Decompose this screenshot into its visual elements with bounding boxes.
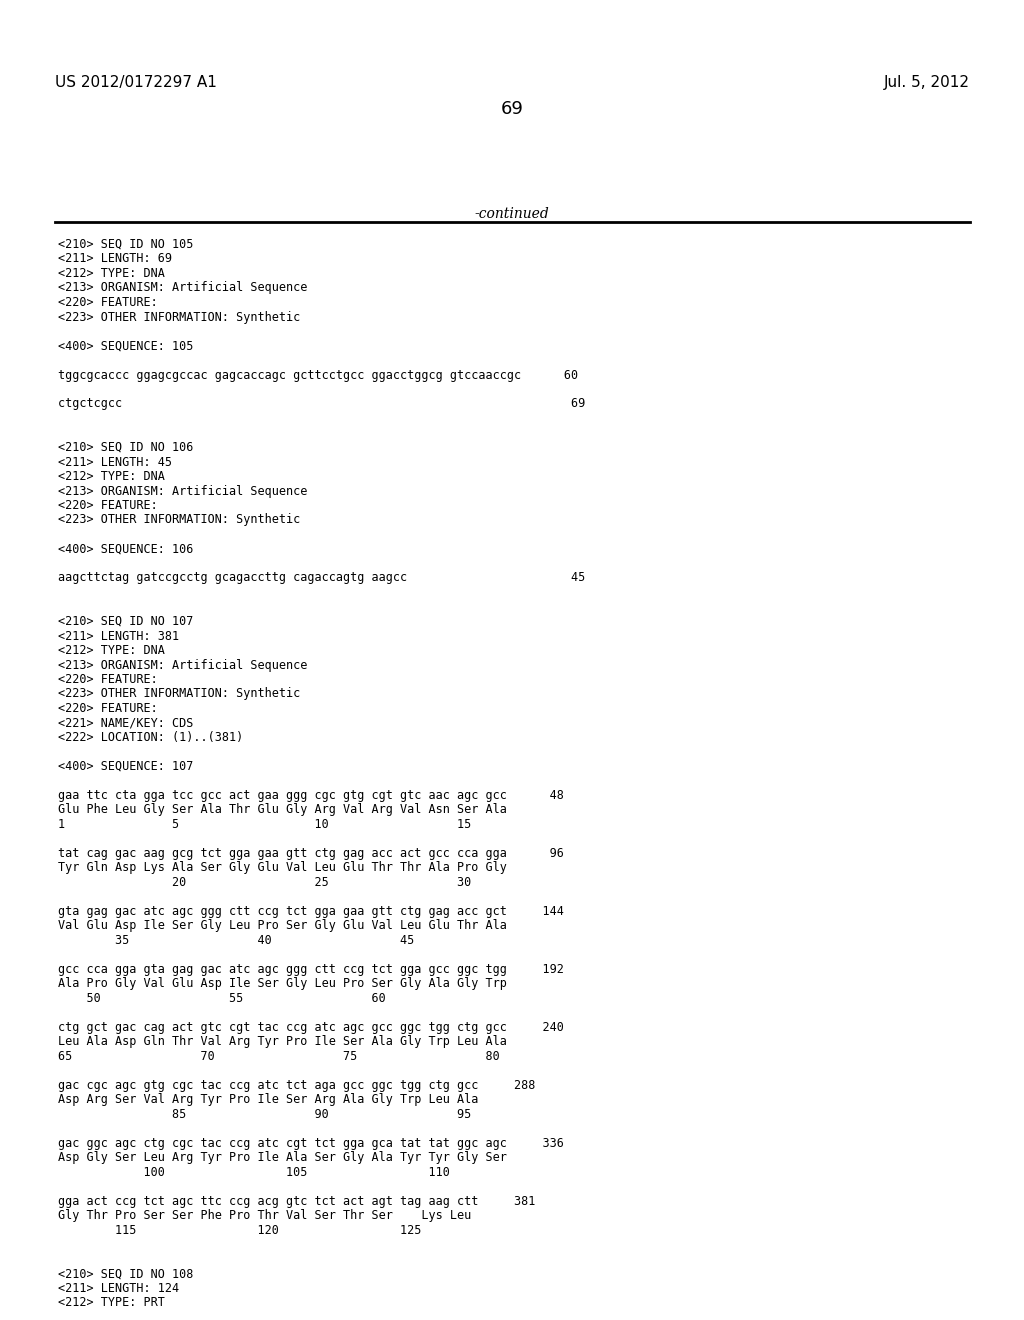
Text: <210> SEQ ID NO 105: <210> SEQ ID NO 105 <box>58 238 194 251</box>
Text: 85                  90                  95: 85 90 95 <box>58 1107 471 1121</box>
Text: Asp Gly Ser Leu Arg Tyr Pro Ile Ala Ser Gly Ala Tyr Tyr Gly Ser: Asp Gly Ser Leu Arg Tyr Pro Ile Ala Ser … <box>58 1151 507 1164</box>
Text: <400> SEQUENCE: 105: <400> SEQUENCE: 105 <box>58 339 194 352</box>
Text: US 2012/0172297 A1: US 2012/0172297 A1 <box>55 75 217 90</box>
Text: <212> TYPE: DNA: <212> TYPE: DNA <box>58 470 165 483</box>
Text: <220> FEATURE:: <220> FEATURE: <box>58 499 158 512</box>
Text: <211> LENGTH: 381: <211> LENGTH: 381 <box>58 630 179 643</box>
Text: Tyr Gln Asp Lys Ala Ser Gly Glu Val Leu Glu Thr Thr Ala Pro Gly: Tyr Gln Asp Lys Ala Ser Gly Glu Val Leu … <box>58 862 507 874</box>
Text: ctgctcgcc                                                               69: ctgctcgcc 69 <box>58 397 586 411</box>
Text: <211> LENGTH: 45: <211> LENGTH: 45 <box>58 455 172 469</box>
Text: -continued: -continued <box>475 207 549 220</box>
Text: Asp Arg Ser Val Arg Tyr Pro Ile Ser Arg Ala Gly Trp Leu Ala: Asp Arg Ser Val Arg Tyr Pro Ile Ser Arg … <box>58 1093 478 1106</box>
Text: gcc cca gga gta gag gac atc agc ggg ctt ccg tct gga gcc ggc tgg     192: gcc cca gga gta gag gac atc agc ggg ctt … <box>58 964 564 975</box>
Text: <220> FEATURE:: <220> FEATURE: <box>58 702 158 715</box>
Text: 69: 69 <box>501 100 523 117</box>
Text: Jul. 5, 2012: Jul. 5, 2012 <box>884 75 970 90</box>
Text: Leu Ala Asp Gln Thr Val Arg Tyr Pro Ile Ser Ala Gly Trp Leu Ala: Leu Ala Asp Gln Thr Val Arg Tyr Pro Ile … <box>58 1035 507 1048</box>
Text: <210> SEQ ID NO 107: <210> SEQ ID NO 107 <box>58 615 194 628</box>
Text: <223> OTHER INFORMATION: Synthetic: <223> OTHER INFORMATION: Synthetic <box>58 513 300 527</box>
Text: gga act ccg tct agc ttc ccg acg gtc tct act agt tag aag ctt     381: gga act ccg tct agc ttc ccg acg gtc tct … <box>58 1195 536 1208</box>
Text: <213> ORGANISM: Artificial Sequence: <213> ORGANISM: Artificial Sequence <box>58 484 307 498</box>
Text: gac cgc agc gtg cgc tac ccg atc tct aga gcc ggc tgg ctg gcc     288: gac cgc agc gtg cgc tac ccg atc tct aga … <box>58 1078 536 1092</box>
Text: <212> TYPE: DNA: <212> TYPE: DNA <box>58 267 165 280</box>
Text: aagcttctag gatccgcctg gcagaccttg cagaccagtg aagcc                       45: aagcttctag gatccgcctg gcagaccttg cagacca… <box>58 572 586 585</box>
Text: 50                  55                  60: 50 55 60 <box>58 993 386 1005</box>
Text: <210> SEQ ID NO 106: <210> SEQ ID NO 106 <box>58 441 194 454</box>
Text: tat cag gac aag gcg tct gga gaa gtt ctg gag acc act gcc cca gga      96: tat cag gac aag gcg tct gga gaa gtt ctg … <box>58 847 564 861</box>
Text: 65                  70                  75                  80: 65 70 75 80 <box>58 1049 500 1063</box>
Text: 35                  40                  45: 35 40 45 <box>58 935 415 946</box>
Text: gta gag gac atc agc ggg ctt ccg tct gga gaa gtt ctg gag acc gct     144: gta gag gac atc agc ggg ctt ccg tct gga … <box>58 906 564 917</box>
Text: <212> TYPE: DNA: <212> TYPE: DNA <box>58 644 165 657</box>
Text: 20                  25                  30: 20 25 30 <box>58 876 471 888</box>
Text: <221> NAME/KEY: CDS: <221> NAME/KEY: CDS <box>58 717 194 730</box>
Text: <220> FEATURE:: <220> FEATURE: <box>58 296 158 309</box>
Text: <213> ORGANISM: Artificial Sequence: <213> ORGANISM: Artificial Sequence <box>58 281 307 294</box>
Text: 1               5                   10                  15: 1 5 10 15 <box>58 818 471 832</box>
Text: gaa ttc cta gga tcc gcc act gaa ggg cgc gtg cgt gtc aac agc gcc      48: gaa ttc cta gga tcc gcc act gaa ggg cgc … <box>58 789 564 803</box>
Text: 100                 105                 110: 100 105 110 <box>58 1166 450 1179</box>
Text: <211> LENGTH: 69: <211> LENGTH: 69 <box>58 252 172 265</box>
Text: <212> TYPE: PRT: <212> TYPE: PRT <box>58 1296 165 1309</box>
Text: <220> FEATURE:: <220> FEATURE: <box>58 673 158 686</box>
Text: gac ggc agc ctg cgc tac ccg atc cgt tct gga gca tat tat ggc agc     336: gac ggc agc ctg cgc tac ccg atc cgt tct … <box>58 1137 564 1150</box>
Text: 115                 120                 125: 115 120 125 <box>58 1224 421 1237</box>
Text: Gly Thr Pro Ser Ser Phe Pro Thr Val Ser Thr Ser    Lys Leu: Gly Thr Pro Ser Ser Phe Pro Thr Val Ser … <box>58 1209 471 1222</box>
Text: ctg gct gac cag act gtc cgt tac ccg atc agc gcc ggc tgg ctg gcc     240: ctg gct gac cag act gtc cgt tac ccg atc … <box>58 1020 564 1034</box>
Text: <213> ORGANISM: Artificial Sequence: <213> ORGANISM: Artificial Sequence <box>58 659 307 672</box>
Text: Val Glu Asp Ile Ser Gly Leu Pro Ser Gly Glu Val Leu Glu Thr Ala: Val Glu Asp Ile Ser Gly Leu Pro Ser Gly … <box>58 920 507 932</box>
Text: <223> OTHER INFORMATION: Synthetic: <223> OTHER INFORMATION: Synthetic <box>58 310 300 323</box>
Text: <210> SEQ ID NO 108: <210> SEQ ID NO 108 <box>58 1267 194 1280</box>
Text: <223> OTHER INFORMATION: Synthetic: <223> OTHER INFORMATION: Synthetic <box>58 688 300 701</box>
Text: <222> LOCATION: (1)..(381): <222> LOCATION: (1)..(381) <box>58 731 244 744</box>
Text: <400> SEQUENCE: 106: <400> SEQUENCE: 106 <box>58 543 194 556</box>
Text: <400> SEQUENCE: 107: <400> SEQUENCE: 107 <box>58 760 194 774</box>
Text: <211> LENGTH: 124: <211> LENGTH: 124 <box>58 1282 179 1295</box>
Text: Ala Pro Gly Val Glu Asp Ile Ser Gly Leu Pro Ser Gly Ala Gly Trp: Ala Pro Gly Val Glu Asp Ile Ser Gly Leu … <box>58 978 507 990</box>
Text: tggcgcaccc ggagcgccac gagcaccagc gcttcctgcc ggacctggcg gtccaaccgc      60: tggcgcaccc ggagcgccac gagcaccagc gcttcct… <box>58 368 579 381</box>
Text: Glu Phe Leu Gly Ser Ala Thr Glu Gly Arg Val Arg Val Asn Ser Ala: Glu Phe Leu Gly Ser Ala Thr Glu Gly Arg … <box>58 804 507 817</box>
